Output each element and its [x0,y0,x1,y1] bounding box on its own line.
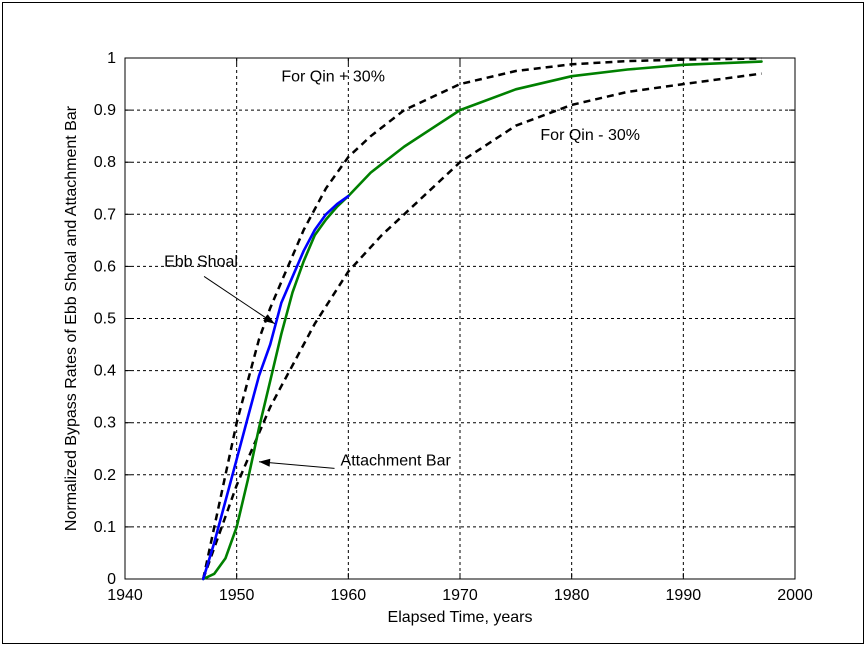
x-tick-label: 1940 [107,587,143,604]
x-tick-label: 1970 [442,587,478,604]
y-axis: 0 0.1 0.2 0.3 0.4 0.5 0.6 0.7 0.8 0.9 1 [94,50,795,588]
y-tick-label: 0.8 [94,154,116,171]
y-tick-label: 0.1 [94,519,116,536]
y-tick-label: 0.2 [94,467,116,484]
series-line-for-qin-30 [201,57,762,580]
x-tick-label: 1980 [554,587,590,604]
y-tick-label: 0.4 [94,363,116,380]
x-axis: 1940 1950 1960 1970 1980 1990 2000 [107,58,813,604]
annotations: For Qin + 30% For Qin - 30% Ebb Shoal Attac… [164,68,640,469]
series-line-attachment-bar [201,60,763,581]
x-tick-label: 1990 [666,587,702,604]
annotation-arrowhead [259,458,271,467]
y-tick-label: 0.3 [94,415,116,432]
annotation-arrow-line [203,275,275,325]
x-tick-label: 1950 [219,587,255,604]
annotation-label: Attachment Bar [341,452,452,469]
y-axis-label: Normalized Bypass Rates of Ebb Shoal and… [63,105,80,531]
y-tick-label: 0.9 [94,102,116,119]
annotation-arrow-line [258,461,335,469]
annotation-arrowhead [263,314,275,324]
y-tick-label: 0.6 [94,258,116,275]
x-tick-label: 2000 [777,587,813,604]
annotation-label: Ebb Shoal [164,253,238,270]
y-tick-label: 1 [107,50,116,67]
x-tick-label: 1960 [331,587,367,604]
annotation-label: For Qin - 30% [540,127,640,144]
grid-lines [125,58,795,579]
y-tick-label: 0.7 [94,206,116,223]
x-axis-label: Elapsed Time, years [388,609,533,626]
series-lines [201,57,763,581]
annotation-label: For Qin + 30% [281,68,385,85]
y-tick-label: 0.5 [94,311,116,328]
series-line-ebb-shoal [201,194,350,581]
series-line-for-qin-30 [202,72,762,580]
y-tick-label: 0 [107,571,116,588]
